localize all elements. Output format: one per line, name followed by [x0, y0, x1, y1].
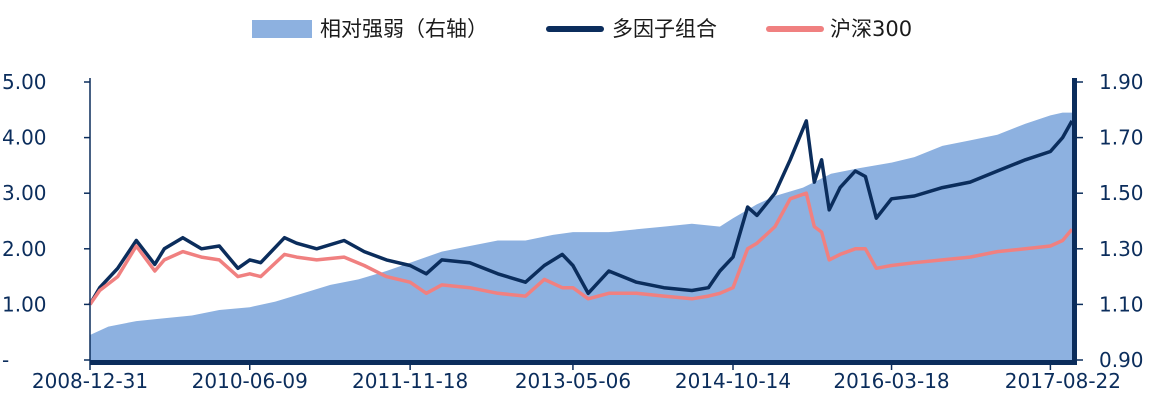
series-line-1 — [88, 119, 1074, 306]
area-layer — [90, 112, 1072, 360]
y-right-tick-label: 1.90 — [1099, 70, 1144, 94]
legend-swatch — [766, 26, 824, 32]
y-left-tick-label: 3.00 — [2, 181, 47, 205]
x-tick-label: 2016-03-18 — [833, 369, 949, 393]
x-tick-label: 2013-05-06 — [515, 369, 631, 393]
y-right-tick-label: 0.90 — [1099, 348, 1144, 372]
x-tick-label: 2017-08-22 — [1005, 369, 1121, 393]
legend-swatch — [252, 20, 312, 38]
y-right-tick-label: 1.10 — [1099, 292, 1144, 316]
x-tick-label: 2014-10-14 — [675, 369, 791, 393]
x-axis-bar — [90, 360, 1077, 365]
x-tick-label: 2011-11-18 — [352, 369, 468, 393]
y-left-tick-label: 5.00 — [2, 70, 47, 94]
line-layer — [88, 119, 1074, 306]
axes-layer: - 1.00 2.00 3.00 4.00 5.00 0.90 1.10 1.30 1.50 1.7… — [2, 70, 1144, 393]
x-tick-label: 2010-06-09 — [192, 369, 308, 393]
y-right-tick-label: 1.70 — [1099, 126, 1144, 150]
legend-label: 多因子组合 — [612, 17, 717, 41]
x-tick-label: 2008-12-31 — [32, 369, 148, 393]
y-right-tick-label: 1.30 — [1099, 237, 1144, 261]
legend-swatch — [546, 26, 604, 32]
legend-label: 沪深300 — [830, 17, 912, 41]
y-left-tick-label: 4.00 — [2, 126, 47, 150]
y-left-tick-label: - — [2, 348, 9, 372]
y-left-tick-label: 2.00 — [2, 237, 47, 261]
y-left-tick-label: 1.00 — [2, 292, 47, 316]
series-line-2 — [88, 191, 1074, 306]
series-area-relative-strength — [90, 112, 1072, 360]
legend: 相对强弱（右轴） 多因子组合 沪深300 — [252, 17, 912, 41]
right-axis-bar — [1072, 78, 1077, 360]
y-right-tick-label: 1.50 — [1099, 181, 1144, 205]
legend-label: 相对强弱（右轴） — [320, 17, 488, 41]
